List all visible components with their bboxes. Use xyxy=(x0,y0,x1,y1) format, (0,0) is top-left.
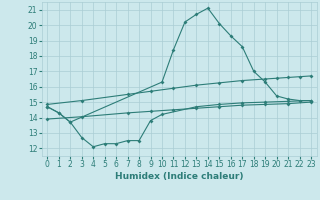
X-axis label: Humidex (Indice chaleur): Humidex (Indice chaleur) xyxy=(115,172,244,181)
